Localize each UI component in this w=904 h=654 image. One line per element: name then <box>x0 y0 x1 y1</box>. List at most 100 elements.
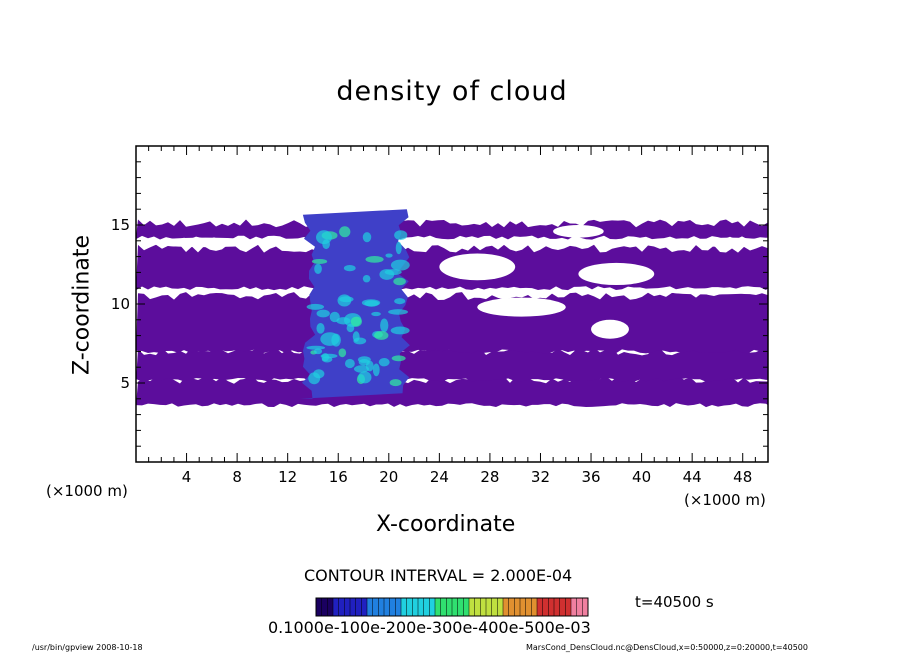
core-cell-39 <box>384 269 402 276</box>
cloud-core <box>300 209 410 399</box>
core-cell-57 <box>314 263 322 275</box>
chart-title: density of cloud <box>336 76 568 107</box>
colorbar-cell <box>384 598 391 616</box>
clear-gap-4 <box>591 319 629 339</box>
contour-interval: CONTOUR INTERVAL = 2.000E-04 <box>304 566 573 585</box>
core-cell-31 <box>364 300 379 307</box>
clear-gap-3 <box>477 297 566 317</box>
core-cell-9 <box>306 303 325 310</box>
colorbar-cell <box>333 598 340 616</box>
core-cell-35 <box>350 316 362 327</box>
footer-right: MarsCond_DensCloud.nc@DensCloud,x=0:5000… <box>526 643 808 652</box>
colorbar-cell <box>565 598 572 616</box>
colorbar-cell <box>423 598 430 616</box>
colorbar-cell <box>350 598 357 616</box>
clear-gap-6 <box>553 225 604 238</box>
colorbar-cell <box>571 598 578 616</box>
core-cell-3 <box>362 274 371 283</box>
y-tick-label: 15 <box>110 216 130 234</box>
colorbar-cell <box>372 598 379 616</box>
core-cell-52 <box>353 365 369 373</box>
core-cell-27 <box>313 369 325 379</box>
footer-left: /usr/bin/gpview 2008-10-18 <box>32 643 143 652</box>
colorbar-cell <box>435 598 442 616</box>
colorbar-cell <box>582 598 589 616</box>
x-tick-label: 44 <box>682 468 702 486</box>
clear-gap-0 <box>439 253 516 281</box>
x-tick-label: 48 <box>733 468 753 486</box>
core-cell-1 <box>394 298 406 305</box>
clear-gap-2 <box>692 237 768 248</box>
colorbar-cell <box>457 598 464 616</box>
x-unit-label-right: (×1000 m) <box>684 491 766 509</box>
core-cell-23 <box>385 253 393 258</box>
x-tick-label: 8 <box>232 468 242 486</box>
colorbar-cell <box>514 598 521 616</box>
colorbar-cell <box>576 598 583 616</box>
core-cell-54 <box>316 230 332 245</box>
colorbar-cell <box>395 598 402 616</box>
colorbar-labels: 0.1000e-100e-200e-300e-400e-500e-03 <box>268 618 591 637</box>
colorbar-cell <box>401 598 408 616</box>
core-cell-43 <box>336 317 351 325</box>
x-tick-label: 28 <box>480 468 500 486</box>
colorbar-cell <box>491 598 498 616</box>
x-tick-label: 36 <box>581 468 601 486</box>
core-cell-50 <box>365 256 384 263</box>
x-tick-label: 20 <box>379 468 399 486</box>
colorbar-frame <box>315 597 589 617</box>
x-tick-label: 24 <box>429 468 449 486</box>
colorbar-cell <box>367 598 374 616</box>
colorbar-cell <box>321 598 328 616</box>
colorbar-cell <box>429 598 436 616</box>
core-cell-24 <box>390 326 410 335</box>
colorbar-cell <box>474 598 481 616</box>
core-cell-46 <box>316 309 330 318</box>
colorbar-cell <box>497 598 504 616</box>
cloud-layer-2 <box>136 292 768 354</box>
core-cell-58 <box>362 232 372 243</box>
core-cell-29 <box>343 264 356 272</box>
core-cell-51 <box>339 296 354 303</box>
x-tick-label: 12 <box>278 468 298 486</box>
colorbar-cell <box>463 598 470 616</box>
core-cell-13 <box>306 345 326 350</box>
core-cell-4 <box>372 363 380 377</box>
clear-gap-1 <box>578 262 655 286</box>
clear-gap-7 <box>148 237 263 248</box>
colorbar-cell <box>446 598 453 616</box>
core-cell-53 <box>321 356 333 363</box>
colorbar-cell <box>406 598 413 616</box>
core-cell-5 <box>391 355 406 362</box>
colorbar-cell <box>548 598 555 616</box>
colorbar-cell <box>503 598 510 616</box>
colorbar-cell <box>440 598 447 616</box>
core-cell-40 <box>393 277 406 286</box>
core-cell-56 <box>358 371 372 384</box>
colorbar-cell <box>378 598 385 616</box>
colorbar-cell <box>389 598 396 616</box>
x-tick-label: 4 <box>181 468 192 486</box>
colorbar-cell <box>418 598 425 616</box>
colorbar-cell <box>338 598 345 616</box>
core-cell-25 <box>389 379 402 387</box>
colorbar-cell <box>537 598 544 616</box>
core-cell-6 <box>313 348 323 355</box>
core-cell-59 <box>365 360 374 372</box>
colorbar-cell <box>520 598 527 616</box>
x-tick-label: 40 <box>632 468 652 486</box>
colorbar-cell <box>525 598 532 616</box>
colorbar-cell <box>559 598 566 616</box>
colorbar-cell <box>480 598 487 616</box>
cloud-layer-1 <box>136 347 768 382</box>
colorbar-cell <box>554 598 561 616</box>
y-tick-label: 5 <box>120 374 130 392</box>
colorbar-cell <box>344 598 351 616</box>
cloud-layer-0 <box>136 375 768 408</box>
x-tick-label: 32 <box>530 468 551 486</box>
colorbar-cell <box>316 598 323 616</box>
time-label: t=40500 s <box>635 593 714 611</box>
core-cell-49 <box>388 309 408 315</box>
core-cell-36 <box>316 322 325 334</box>
